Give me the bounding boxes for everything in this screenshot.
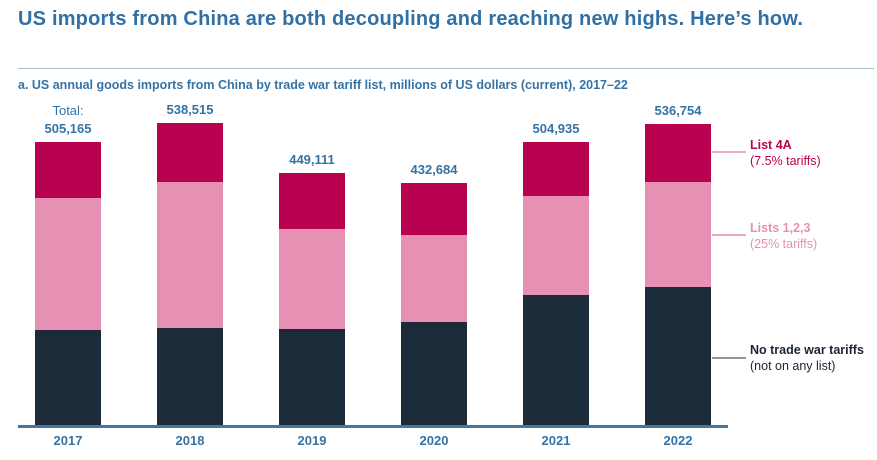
- bar-2018: [157, 123, 223, 426]
- bar-total-label: 505,165: [44, 120, 92, 136]
- bar-segment-lists-123: [279, 229, 345, 329]
- title-divider: [18, 68, 874, 69]
- legend-no-tariffs-note: (not on any list): [750, 358, 836, 373]
- axis-year-label: 2022: [663, 433, 693, 448]
- bar-total-label: 432,684: [410, 161, 458, 177]
- bar-segment-no-tariffs: [279, 328, 345, 426]
- bar-segment-lists-123: [157, 182, 223, 329]
- bar-segment-list-4a: [279, 173, 345, 230]
- bar-segment-no-tariffs: [157, 328, 223, 426]
- bar-total-label: 536,754: [654, 103, 702, 119]
- chart-subtitle: a. US annual goods imports from China by…: [18, 78, 628, 92]
- bar-2017: [35, 141, 101, 426]
- axis-year-label: 2020: [419, 433, 449, 448]
- legend-lists-123-name: Lists 1,2,3: [750, 221, 811, 235]
- axis-year-label: 2021: [541, 433, 571, 448]
- legend-list-4a: List 4A (7.5% tariffs): [750, 138, 821, 169]
- bar-segment-lists-123: [523, 196, 589, 295]
- bar-segment-list-4a: [35, 141, 101, 199]
- axis-year-label: 2019: [297, 433, 327, 448]
- legend-no-tariffs: No trade war tariffs (not on any list): [750, 343, 864, 374]
- bar-segment-no-tariffs: [35, 330, 101, 426]
- page-title: US imports from China are both decouplin…: [18, 8, 804, 30]
- x-axis-line: [18, 425, 728, 428]
- bar-2021: [523, 142, 589, 426]
- bar-2022: [645, 124, 711, 426]
- axis-year-label: 2018: [175, 433, 205, 448]
- bar-total-label: 538,515: [166, 102, 214, 118]
- bar-segment-lists-123: [645, 181, 711, 288]
- legend-list-4a-note: (7.5% tariffs): [750, 153, 821, 168]
- bar-segment-no-tariffs: [523, 295, 589, 426]
- bar-segment-list-4a: [157, 123, 223, 183]
- legend-list-4a-name: List 4A: [750, 138, 792, 152]
- bar-segment-no-tariffs: [645, 287, 711, 426]
- bar-2019: [279, 173, 345, 426]
- bar-segment-lists-123: [35, 198, 101, 331]
- axis-year-label: 2017: [53, 433, 83, 448]
- bar-2020: [401, 182, 467, 426]
- bar-total-label: 504,935: [532, 121, 580, 137]
- legend-no-tariffs-name: No trade war tariffs: [750, 343, 864, 357]
- bar-segment-list-4a: [645, 124, 711, 182]
- bar-segment-list-4a: [401, 182, 467, 235]
- legend-lists-123-note: (25% tariffs): [750, 236, 818, 251]
- bar-total-label: 449,111: [289, 152, 335, 168]
- legend-lists-123: Lists 1,2,3 (25% tariffs): [750, 221, 817, 252]
- bar-segment-lists-123: [401, 234, 467, 322]
- leader-line-no-tariffs: [712, 357, 746, 359]
- total-prefix-label: Total:: [52, 102, 84, 118]
- leader-line-lists-123: [712, 234, 746, 236]
- bar-segment-list-4a: [523, 142, 589, 196]
- bar-segment-no-tariffs: [401, 321, 467, 426]
- leader-line-list-4a: [712, 151, 746, 153]
